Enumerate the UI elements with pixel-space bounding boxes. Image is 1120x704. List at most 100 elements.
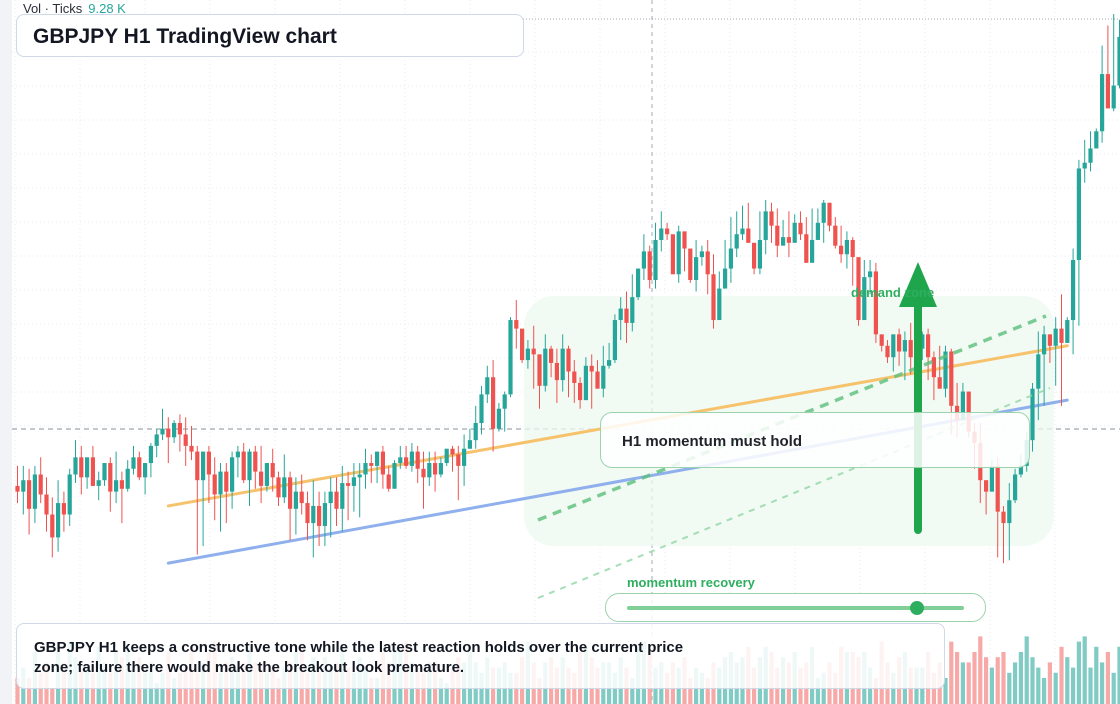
candle-body	[694, 257, 699, 280]
volume-bar	[1094, 646, 1099, 704]
volume-bar	[943, 678, 948, 704]
candle-body	[108, 463, 113, 492]
volume-bar	[949, 641, 954, 704]
candle-body	[926, 334, 931, 358]
left-toolbar-strip	[0, 0, 12, 704]
candle-body	[235, 451, 240, 458]
candle-body	[1059, 328, 1064, 343]
candle-body	[1076, 168, 1081, 260]
candle-body	[612, 320, 617, 361]
candle-body	[56, 503, 61, 538]
candle-body	[485, 377, 490, 395]
candle-body	[154, 434, 159, 446]
candle-body	[444, 448, 449, 464]
volume-bar	[873, 678, 878, 704]
candle-body	[897, 334, 902, 352]
candle-body	[804, 234, 809, 263]
volume-bar	[1059, 646, 1064, 704]
candle-body	[433, 463, 438, 475]
candle-body	[375, 451, 380, 466]
volume-bar	[984, 657, 989, 704]
volume-bar	[1018, 652, 1023, 704]
candle-body	[931, 357, 936, 378]
candle-body	[160, 428, 165, 435]
slider-track[interactable]	[627, 606, 964, 610]
candle-body	[79, 457, 84, 478]
slider-thumb[interactable]	[909, 601, 924, 615]
volume-bar	[989, 667, 994, 704]
volume-indicator-label[interactable]: Vol · Ticks 9.28 K	[23, 1, 126, 16]
candle-body	[346, 483, 351, 486]
candle-body	[259, 471, 264, 486]
candle-body	[688, 248, 693, 280]
volume-bar	[1007, 672, 1012, 704]
candle-body	[253, 451, 258, 472]
candle-body	[908, 340, 913, 358]
up-arrow-head	[899, 262, 937, 307]
candle-body	[543, 348, 548, 386]
candle-body	[195, 451, 200, 481]
candle-body	[450, 448, 455, 455]
candle-body	[549, 348, 554, 363]
candle-body	[746, 228, 751, 243]
volume-bar	[369, 678, 374, 704]
candle-body	[717, 288, 722, 321]
candle-body	[839, 245, 844, 255]
candle-body	[32, 474, 37, 509]
candle-body	[380, 451, 385, 475]
candle-body	[943, 351, 948, 389]
candle-body	[125, 468, 130, 489]
candle-body	[1036, 354, 1041, 389]
candle-body	[514, 320, 519, 329]
candle-body	[317, 505, 322, 526]
volume-bar	[172, 678, 177, 704]
candle-body	[1088, 148, 1093, 163]
candle-body	[891, 334, 896, 358]
candle-body	[601, 365, 606, 389]
candle-body	[618, 308, 623, 321]
volume-bar	[1036, 667, 1041, 704]
candle-body	[902, 340, 907, 352]
candle-body	[856, 257, 861, 321]
candle-body	[798, 222, 803, 235]
candle-body	[305, 503, 310, 524]
candle-body	[462, 448, 467, 466]
chart-title: GBPJPY H1 TradingView chart	[33, 25, 337, 48]
candle-body	[73, 457, 78, 475]
candle-body	[276, 477, 281, 498]
candle-body	[230, 457, 235, 492]
candle-body	[328, 491, 333, 504]
volume-bar	[1111, 672, 1116, 704]
candle-body	[340, 483, 345, 509]
candle-body	[868, 271, 873, 278]
candle-body	[862, 277, 867, 321]
volume-indicator-name: Vol · Ticks	[23, 1, 83, 16]
demand-zone-label: demand zone	[851, 285, 935, 300]
candle-body	[641, 251, 646, 269]
candle-body	[85, 457, 90, 478]
candle-body	[1100, 74, 1105, 132]
candle-body	[583, 365, 588, 401]
candle-body	[630, 297, 635, 323]
candle-body	[920, 334, 925, 349]
candle-body	[560, 348, 565, 381]
candle-body	[879, 334, 884, 346]
momentum-recovery-label: momentum recovery	[627, 575, 755, 590]
candle-body	[293, 491, 298, 509]
candle-body	[427, 463, 432, 478]
candle-body	[711, 274, 716, 321]
candle-body	[937, 377, 942, 389]
candle-body	[61, 503, 66, 515]
candle-body	[131, 457, 136, 469]
candle-body	[769, 211, 774, 226]
volume-bar	[995, 657, 1000, 704]
candle-body	[723, 268, 728, 289]
candle-body	[392, 463, 397, 489]
candle-body	[27, 480, 32, 509]
momentum-recovery-slider[interactable]	[605, 593, 986, 622]
candle-body	[143, 463, 148, 478]
volume-bar	[1047, 662, 1052, 704]
candle-body	[241, 451, 246, 481]
volume-bar	[1030, 657, 1035, 704]
candle-body	[334, 491, 339, 509]
